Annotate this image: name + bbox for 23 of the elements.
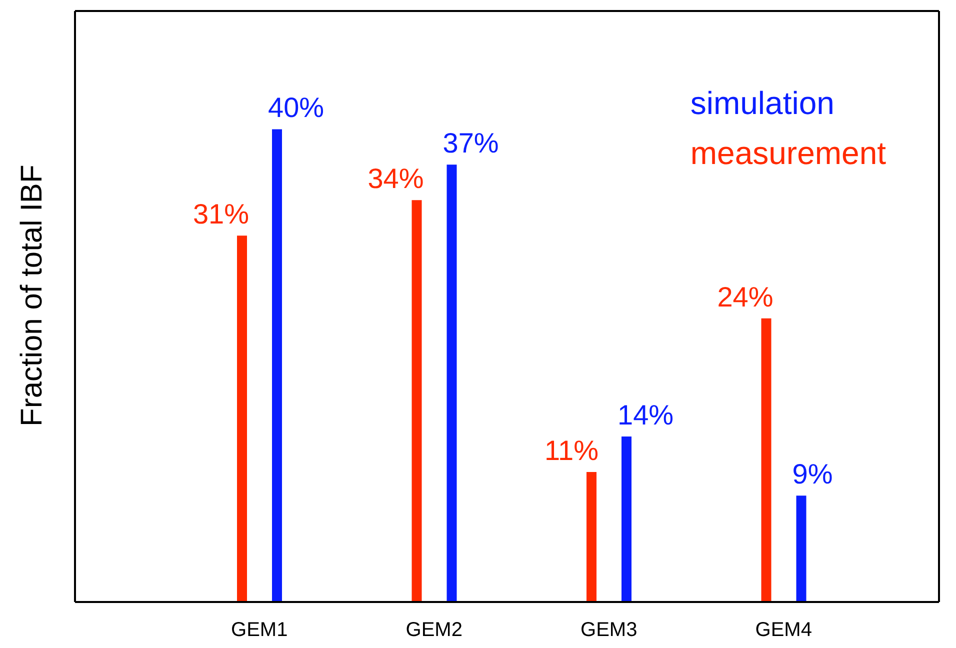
bar xyxy=(796,496,806,602)
x-tick-label: GEM4 xyxy=(755,619,812,642)
bar xyxy=(412,200,422,602)
bar xyxy=(272,129,282,602)
bar xyxy=(237,236,247,602)
data-label: 9% xyxy=(792,458,833,490)
x-tick-label: GEM3 xyxy=(580,619,638,642)
bar xyxy=(622,436,632,602)
bar xyxy=(586,472,596,602)
data-label: 24% xyxy=(717,281,774,312)
bar xyxy=(761,318,772,602)
text: measurement xyxy=(690,134,886,173)
data-label: 37% xyxy=(442,128,499,159)
x-tick-label: GEM1 xyxy=(231,619,288,642)
x-tick-label: GEM2 xyxy=(406,619,462,642)
data-label: 40% xyxy=(268,92,324,124)
data-label: 31% xyxy=(192,198,249,230)
data-label: 11% xyxy=(544,434,598,466)
y-axis-title: Fraction of total IBF xyxy=(16,164,49,426)
text: simulation xyxy=(690,84,836,123)
data-label: 14% xyxy=(618,400,674,431)
data-label: 34% xyxy=(368,163,424,194)
bar xyxy=(446,164,457,602)
